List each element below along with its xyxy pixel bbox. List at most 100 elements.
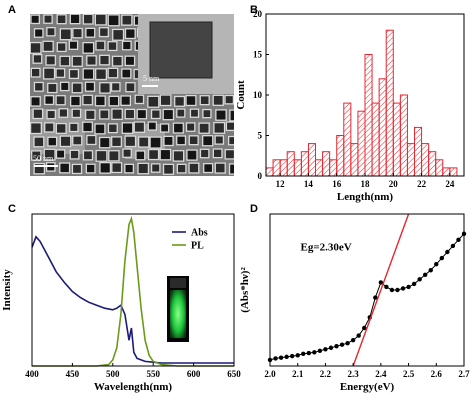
- tauc-point: [400, 286, 406, 291]
- tauc-fit-line: [352, 213, 410, 367]
- tem-cube: [111, 162, 123, 174]
- tem-cube: [33, 162, 46, 175]
- tem-cube: [214, 135, 225, 145]
- tem-cube: [59, 55, 71, 67]
- tem-cube: [82, 121, 93, 133]
- spectrum-x-axis-label: Wavelength(nm): [94, 381, 173, 393]
- tauc-point: [339, 342, 345, 347]
- tauc-line: [269, 233, 465, 361]
- tem-cube: [136, 108, 148, 120]
- histogram-y-tick-label: 20: [253, 9, 263, 19]
- tem-cube: [55, 122, 67, 134]
- bandgap-annotation: Eg=2.30eV: [300, 241, 351, 253]
- tem-cube: [86, 134, 97, 146]
- tem-cube: [121, 40, 132, 51]
- tem-cube: [98, 27, 109, 38]
- spectrum-x-tick-label: 550: [146, 369, 160, 379]
- tem-cube: [84, 109, 96, 121]
- spectrum-line-pl: [32, 215, 234, 367]
- tauc-point: [295, 353, 300, 358]
- tem-cube: [185, 122, 196, 132]
- tem-cube: [189, 108, 200, 118]
- tem-cube: [99, 54, 110, 66]
- tem-cube: [212, 94, 224, 106]
- tem-cube: [186, 149, 198, 161]
- tem-cube: [56, 42, 67, 53]
- tem-cube: [86, 55, 97, 66]
- tem-cube: [125, 82, 136, 93]
- tem-cube: [33, 28, 44, 38]
- tauc-point: [411, 281, 417, 287]
- tem-scale-label: 50 nm: [33, 154, 54, 163]
- tem-cube: [150, 163, 161, 173]
- tem-cube: [121, 122, 134, 134]
- tem-cube: [45, 55, 57, 66]
- tauc-point: [378, 280, 384, 285]
- tauc-axes-frame: [269, 213, 465, 367]
- tauc-point: [439, 255, 445, 261]
- tem-cube: [94, 14, 107, 26]
- tem-cube: [46, 109, 56, 120]
- tem-cube: [33, 136, 45, 148]
- tem-cube: [82, 42, 95, 54]
- tem-cube: [95, 68, 108, 81]
- tem-cube: [46, 27, 56, 37]
- histogram-y-tick-label: 5: [258, 131, 263, 141]
- tauc-point: [423, 272, 428, 277]
- tem-cube: [94, 95, 106, 107]
- tem-cube: [124, 55, 136, 67]
- tauc-x-tick-label: 2.3: [348, 369, 360, 379]
- histogram-bar: [300, 151, 309, 177]
- tem-cube: [110, 82, 121, 92]
- histogram-bar: [406, 143, 415, 177]
- tem-cube: [56, 14, 67, 25]
- histogram-bar: [421, 143, 430, 177]
- legend-label-abs: Abs: [191, 228, 208, 239]
- spectrum-x-tick-label: 650: [227, 369, 241, 379]
- tem-cube: [59, 135, 72, 148]
- tem-cube: [95, 40, 106, 51]
- tem-cube: [85, 27, 96, 38]
- tem-cube: [159, 123, 170, 133]
- tauc-point: [317, 348, 323, 353]
- tauc-x-axis-label: Energy(eV): [340, 381, 395, 393]
- spectrum-line-abs: [31, 235, 234, 364]
- tauc-point: [356, 333, 361, 338]
- histogram-bar: [272, 159, 281, 177]
- tem-cube: [42, 40, 54, 53]
- histogram-x-tick-label: 22: [417, 179, 427, 189]
- tem-cube: [107, 14, 120, 27]
- tauc-point: [384, 284, 389, 290]
- tem-cube: [69, 14, 81, 25]
- histogram-bar: [392, 102, 401, 177]
- tem-cube: [162, 108, 175, 121]
- panel-label-b: B: [250, 4, 258, 16]
- tem-cube: [30, 96, 41, 107]
- tem-cube: [94, 123, 106, 135]
- spectrum-x-tick-label: 450: [66, 369, 80, 379]
- tem-cube: [68, 68, 80, 80]
- tem-cube: [72, 27, 83, 39]
- tem-cube: [108, 95, 120, 107]
- histogram-x-tick-label: 20: [389, 179, 399, 189]
- tauc-point: [417, 277, 422, 282]
- histogram-bar: [357, 110, 366, 177]
- panel-label-d: D: [250, 203, 258, 215]
- tem-image: 5 nm 50 nm: [30, 14, 234, 176]
- tem-cube: [112, 28, 125, 41]
- histogram-bar: [399, 94, 408, 177]
- tem-cube: [99, 109, 110, 120]
- tem-cube: [137, 162, 150, 175]
- tauc-point: [450, 243, 456, 249]
- histogram-bar: [414, 126, 423, 177]
- tem-cube: [71, 108, 82, 119]
- histogram-bar: [428, 151, 437, 177]
- tem-cube: [199, 148, 210, 159]
- tem-inset-scale-label: 5 nm: [143, 74, 160, 83]
- tem-cube: [228, 163, 234, 175]
- tem-cube: [150, 109, 161, 120]
- tauc-point: [312, 350, 317, 355]
- tauc-point: [362, 325, 367, 331]
- tauc-point: [434, 261, 439, 267]
- histogram-bar: [286, 151, 295, 177]
